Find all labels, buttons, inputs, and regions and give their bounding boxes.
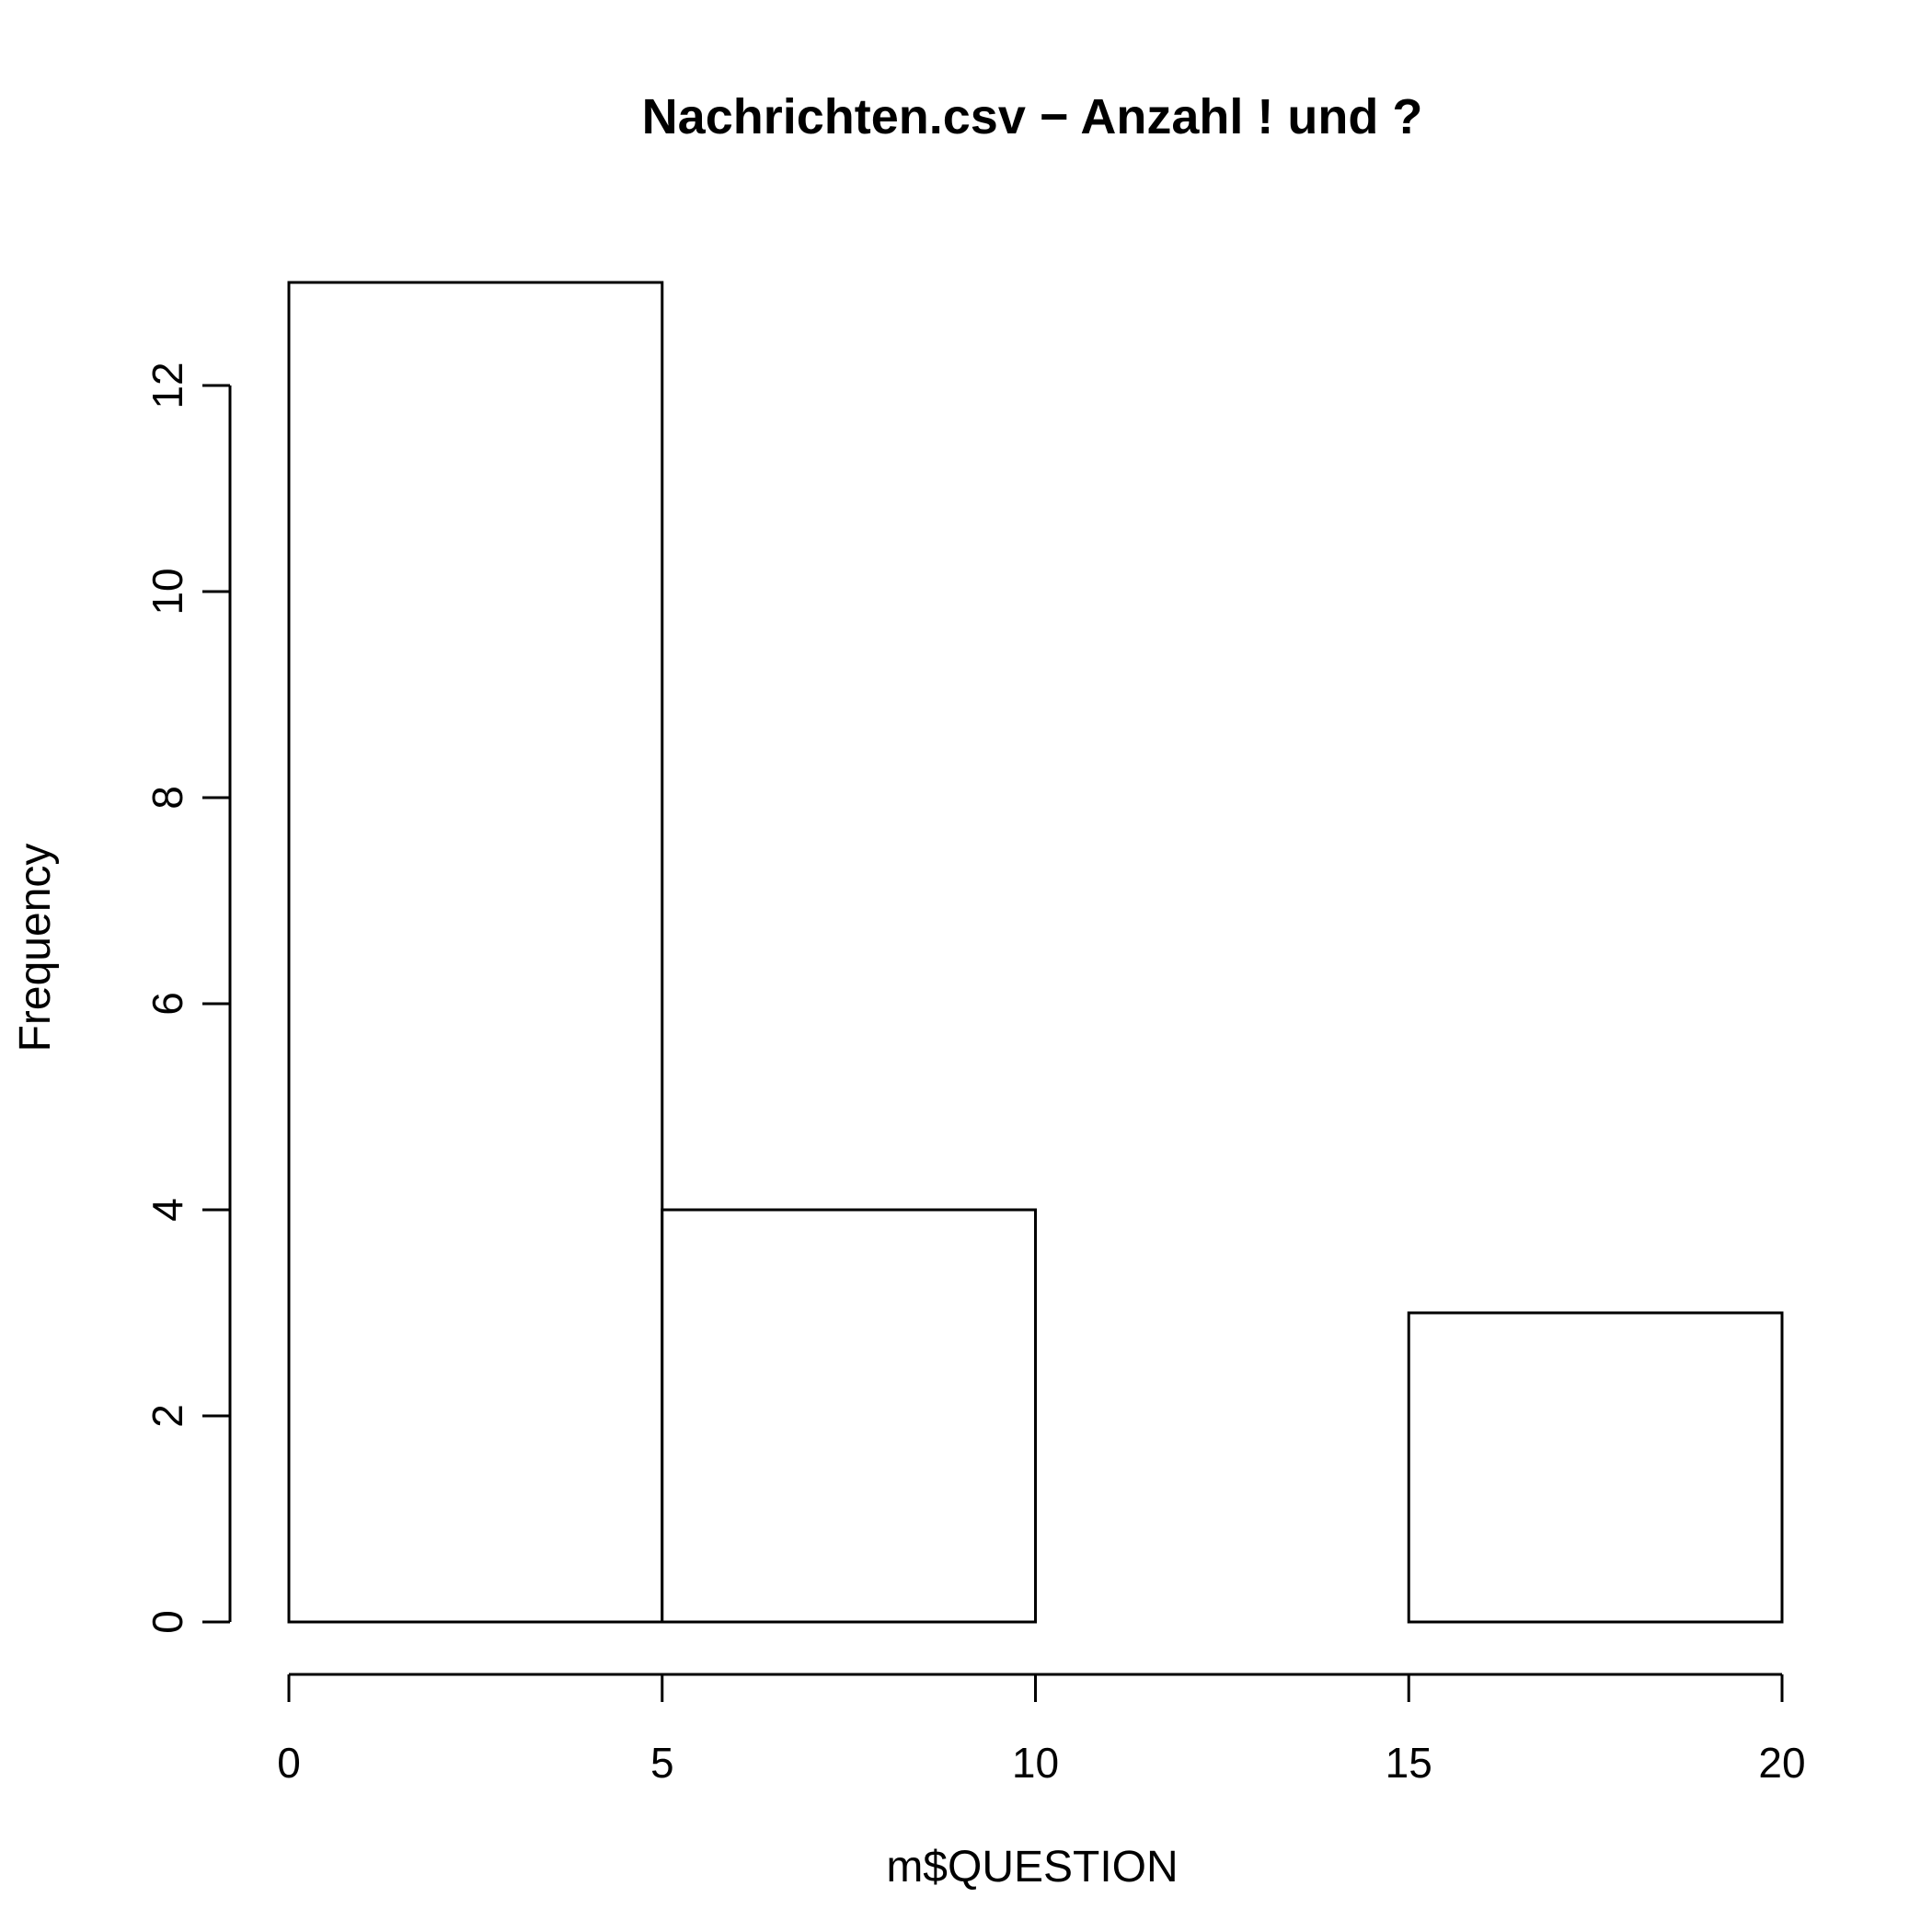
- y-axis: 0 2 4 6 8 10 12: [144, 362, 232, 1634]
- x-tick-label-2: 10: [1012, 1739, 1059, 1787]
- histogram-bar-1: [661, 1208, 1037, 1624]
- y-tick-label-0: 0: [144, 1610, 191, 1634]
- histogram-bar-3: [1407, 1311, 1784, 1624]
- y-tick-label-2: 4: [144, 1198, 191, 1222]
- x-tick-label-4: 20: [1758, 1739, 1805, 1787]
- y-axis-label: Frequency: [11, 844, 60, 1052]
- y-tick-label-5: 10: [144, 568, 191, 615]
- chart-title: Nachrichten.csv − Anzahl ! und ?: [642, 89, 1423, 144]
- y-tick-label-6: 12: [144, 362, 191, 408]
- bars-group: [287, 281, 1784, 1624]
- histogram-bar-0: [287, 281, 664, 1624]
- y-tick-label-3: 6: [144, 992, 191, 1016]
- y-tick-label-4: 8: [144, 786, 191, 810]
- x-tick-label-0: 0: [277, 1739, 301, 1787]
- x-axis: 0 5 10 15 20: [277, 1673, 1806, 1787]
- x-axis-label: m$QUESTION: [886, 1843, 1178, 1892]
- x-tick-label-3: 15: [1386, 1739, 1432, 1787]
- y-tick-label-1: 2: [144, 1404, 191, 1428]
- x-tick-label-1: 5: [650, 1739, 674, 1787]
